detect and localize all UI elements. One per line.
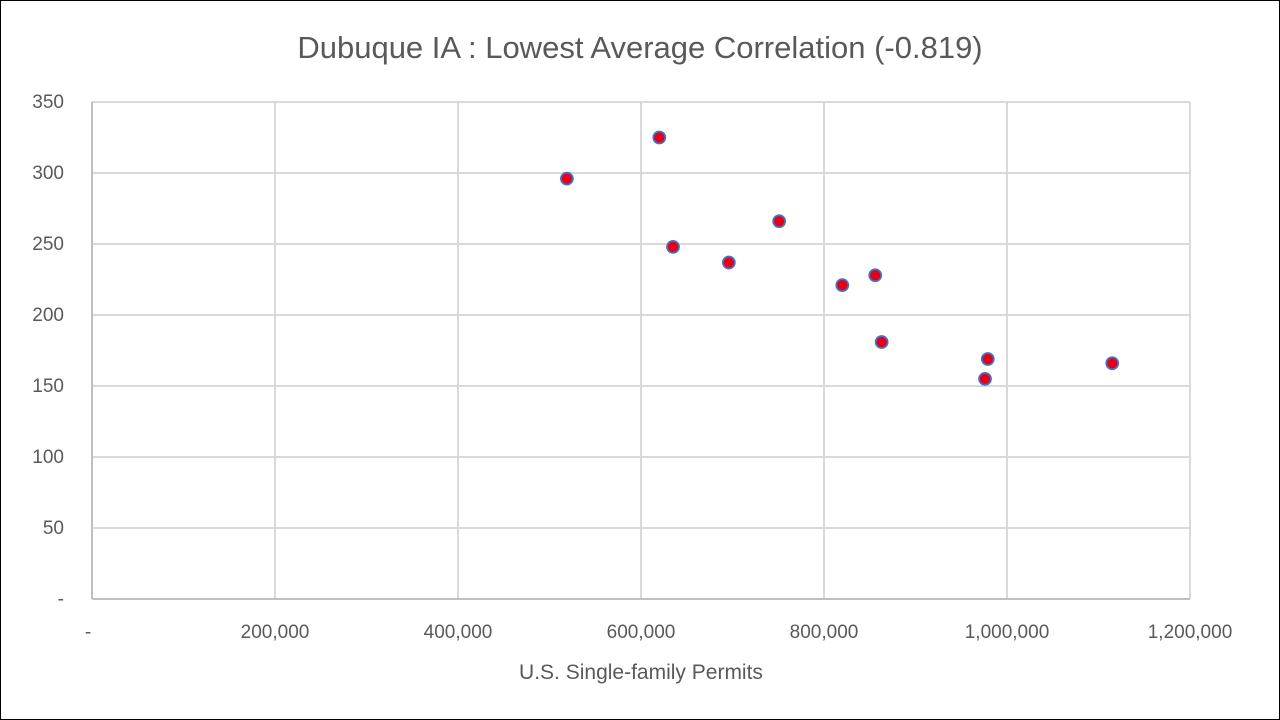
x-tick-labels: - 200,000 400,000 600,000 800,000 1,000,000 1,… — [85, 622, 1232, 643]
data-point — [978, 372, 992, 386]
y-tick-label: - — [58, 589, 64, 610]
y-tick-label: 300 — [32, 163, 64, 184]
x-tick-label: 1,200,000 — [1148, 622, 1233, 643]
data-point — [868, 268, 883, 283]
y-tick-label: 250 — [32, 234, 64, 255]
data-point — [721, 255, 736, 270]
data-point — [666, 239, 680, 254]
x-tick-label: 600,000 — [607, 622, 676, 643]
data-point — [874, 335, 889, 349]
data-point — [980, 352, 995, 366]
y-tick-label: 50 — [43, 518, 64, 539]
x-tick-label: - — [85, 622, 91, 643]
gridlines — [92, 101, 1191, 599]
y-tick-label: 200 — [32, 305, 64, 326]
data-point — [835, 278, 850, 293]
x-tick-label: 800,000 — [790, 622, 859, 643]
data-point — [560, 171, 574, 186]
chart-title: Dubuque IA : Lowest Average Correlation … — [297, 30, 982, 65]
data-point — [772, 214, 787, 229]
y-tick-labels: - 50 100 150 200 250 300 350 — [32, 92, 64, 610]
y-tick-label: 350 — [32, 92, 64, 113]
x-tick-label: 1,000,000 — [965, 622, 1050, 643]
data-point — [1105, 356, 1120, 371]
data-points — [560, 130, 1120, 386]
x-tick-label: 200,000 — [241, 622, 310, 643]
x-axis-label: U.S. Single-family Permits — [519, 661, 763, 684]
axes — [91, 102, 1190, 600]
x-tick-label: 400,000 — [424, 622, 493, 643]
y-tick-label: 150 — [32, 376, 64, 397]
data-point — [652, 130, 667, 145]
y-tick-label: 100 — [32, 447, 64, 468]
